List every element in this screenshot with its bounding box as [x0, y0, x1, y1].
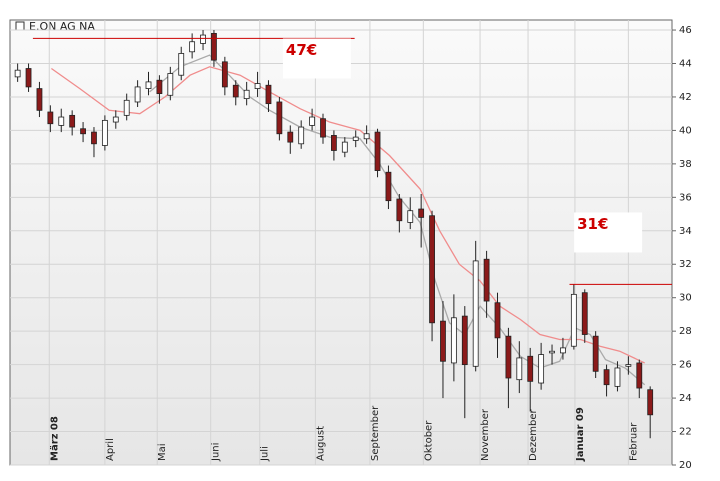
- annotation-box: [282, 38, 351, 79]
- candle-body: [450, 317, 457, 364]
- candle-body: [276, 101, 283, 135]
- y-tick-label: 46: [679, 25, 692, 36]
- x-tick-label: Januar 09: [575, 407, 586, 462]
- candle-body: [625, 364, 632, 367]
- candle-body: [91, 131, 97, 145]
- candle-body: [363, 133, 370, 140]
- y-tick-label: 24: [679, 393, 692, 404]
- y-tick-label: 40: [679, 125, 692, 136]
- candle-body: [221, 61, 228, 88]
- candle-body: [298, 126, 305, 145]
- y-tick-label: 26: [679, 360, 692, 371]
- candle-body: [309, 116, 315, 126]
- candle-body: [385, 171, 392, 202]
- candle-body: [232, 84, 239, 98]
- x-tick-label: Oktober: [423, 420, 434, 461]
- candle-body: [101, 119, 108, 146]
- annotation: 47€: [286, 41, 317, 59]
- candle-body: [538, 354, 545, 384]
- candle-body: [374, 131, 381, 171]
- y-tick-label: 44: [679, 58, 692, 69]
- candle-body: [581, 292, 588, 335]
- candle-body: [570, 293, 577, 347]
- x-tick-label: Dezember: [528, 409, 539, 461]
- candle-body: [287, 131, 294, 143]
- candle-body: [494, 302, 501, 339]
- candle-body: [516, 357, 523, 381]
- candle-body: [603, 369, 610, 386]
- candle-body: [14, 69, 21, 78]
- y-tick-label: 36: [679, 192, 692, 203]
- y-tick-label: 32: [679, 259, 692, 270]
- x-tick-label: Mai: [157, 443, 168, 461]
- candle-body: [112, 116, 119, 123]
- candle-body: [254, 83, 261, 89]
- y-tick-label: 34: [679, 226, 692, 237]
- annotation-box: [574, 212, 643, 253]
- y-tick-label: 30: [679, 293, 692, 304]
- candle-body: [320, 118, 326, 138]
- candle-body: [505, 335, 512, 379]
- candle-body: [352, 136, 359, 141]
- y-tick-label: 20: [679, 460, 692, 471]
- candle-body: [167, 73, 174, 96]
- candle-body: [461, 315, 468, 366]
- chart-title: E.ON AG NA: [29, 20, 95, 33]
- plot-area: [9, 19, 673, 466]
- y-tick-label: 42: [679, 92, 692, 103]
- candle-body: [440, 320, 446, 362]
- candle-body: [47, 111, 54, 125]
- moving-average: [51, 66, 645, 364]
- candle-body: [407, 210, 414, 223]
- candle-body: [549, 350, 555, 354]
- candle-body: [200, 34, 206, 44]
- x-tick-label: April: [105, 438, 116, 461]
- candle-body: [560, 347, 566, 354]
- x-tick-label: August: [315, 426, 326, 461]
- candle-body: [341, 141, 348, 153]
- x-tick-label: Juli: [260, 446, 271, 462]
- candle-body: [178, 53, 185, 76]
- candle-body: [265, 84, 272, 105]
- candle-body: [418, 208, 425, 218]
- y-tick-label: 38: [679, 159, 692, 170]
- candle-body: [145, 81, 152, 89]
- candle-body: [211, 32, 217, 61]
- candle-body: [69, 114, 76, 128]
- candle-body: [36, 88, 43, 111]
- x-tick-label: Februar: [628, 422, 639, 461]
- candle-body: [331, 135, 337, 151]
- y-tick-label: 22: [679, 427, 692, 438]
- candle-body: [592, 335, 599, 372]
- candle-body: [429, 215, 435, 324]
- title-checkbox: [15, 21, 25, 31]
- candle-body: [189, 41, 196, 53]
- x-tick-label: Juni: [211, 443, 222, 462]
- x-tick-label: September: [370, 405, 381, 461]
- candle-body: [636, 362, 643, 389]
- candle-body: [123, 99, 130, 116]
- candle-body: [58, 116, 65, 126]
- x-tick-label: November: [480, 408, 491, 461]
- candle-body: [396, 198, 403, 222]
- candle-body: [647, 389, 654, 416]
- candle-body: [156, 79, 163, 95]
- candle-body: [243, 89, 250, 100]
- candle-body: [134, 86, 141, 103]
- y-tick-label: 28: [679, 326, 692, 337]
- candle-body: [483, 258, 490, 302]
- candle-body: [80, 128, 86, 135]
- candle-body: [614, 367, 621, 387]
- candle-body: [472, 260, 479, 367]
- annotation: 31€: [577, 215, 608, 233]
- x-tick-label: März 08: [49, 416, 60, 461]
- candle-body: [527, 355, 534, 382]
- candle-body: [25, 68, 32, 88]
